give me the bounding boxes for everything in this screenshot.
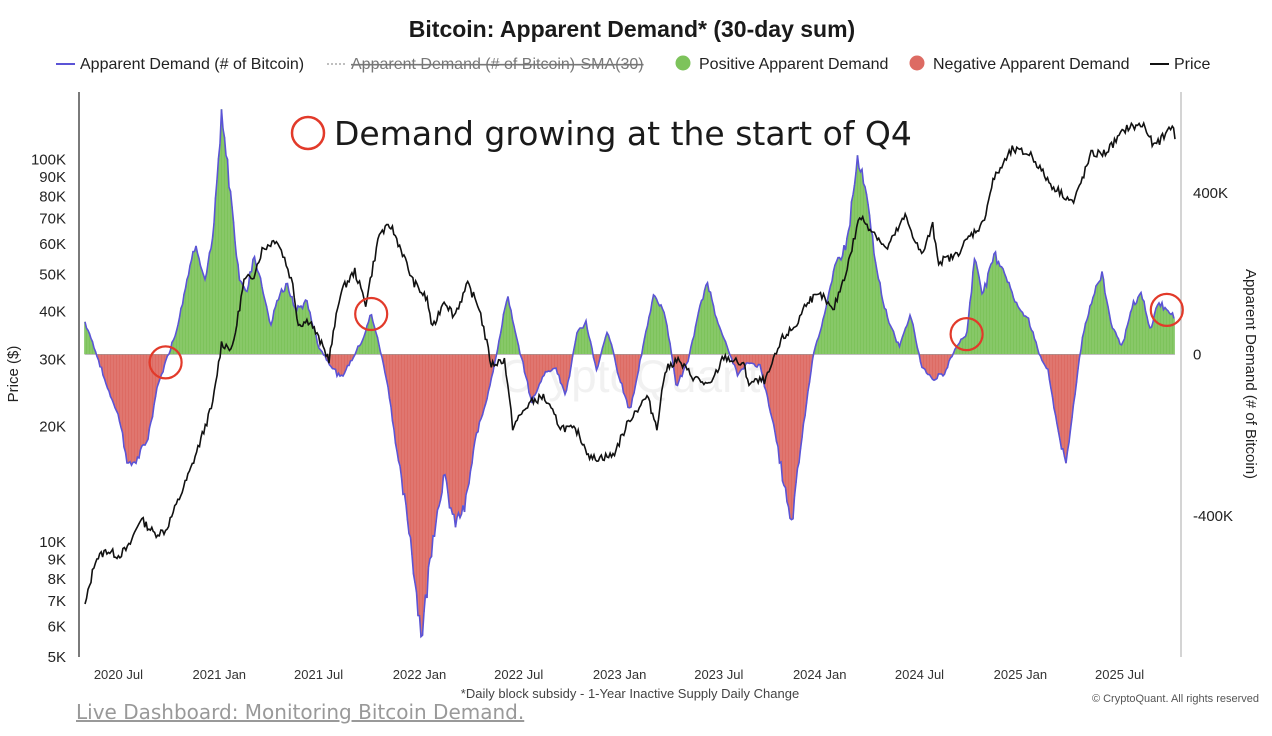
left-tick-label: 5K xyxy=(48,649,66,666)
annotation-circle-icon xyxy=(290,115,326,151)
x-tick-label: 2021 Jan xyxy=(193,667,247,682)
legend-dot-icon xyxy=(675,55,691,71)
copyright: © CryptoQuant. All rights reserved xyxy=(1092,693,1259,705)
x-tick-label: 2020 Jul xyxy=(94,667,143,682)
annotation-text: Demand growing at the start of Q4 xyxy=(334,114,912,153)
legend-label: Apparent Demand (# of Bitcoin)-SMA(30) xyxy=(351,56,644,73)
left-tick-label: 70K xyxy=(39,211,66,228)
x-tick-label: 2021 Jul xyxy=(294,667,343,682)
legend-label: Negative Apparent Demand xyxy=(933,56,1130,73)
legend-label: Apparent Demand (# of Bitcoin) xyxy=(80,56,304,73)
highlight-circle-icon xyxy=(949,317,984,352)
demand-area xyxy=(84,109,1175,637)
left-tick-label: 8K xyxy=(48,571,66,588)
x-tick-label: 2024 Jul xyxy=(895,667,944,682)
highlight-circle-icon xyxy=(354,296,389,332)
left-axis-title: Price ($) xyxy=(5,346,22,403)
legend-item-0[interactable]: Apparent Demand (# of Bitcoin) xyxy=(56,56,304,73)
right-tick-label: 400K xyxy=(1193,185,1228,202)
legend-dot-icon xyxy=(909,55,925,71)
x-ticks: 2020 Jul 2021 Jan 2021 Jul 2022 Jan 2022 Jul… xyxy=(94,667,1144,682)
legend-item-4[interactable]: Price xyxy=(1150,56,1211,73)
left-tick-label: 90K xyxy=(39,169,66,186)
x-tick-label: 2023 Jul xyxy=(694,667,743,682)
right-tick-label: -400K xyxy=(1193,508,1233,525)
chart-title: Bitcoin: Apparent Demand* (30-day sum) xyxy=(409,16,855,42)
legend-item-3[interactable]: Negative Apparent Demand xyxy=(909,55,1130,74)
left-tick-label: 100K xyxy=(31,151,66,168)
left-tick-label: 60K xyxy=(39,236,66,253)
demand-line xyxy=(84,109,1175,639)
price-line xyxy=(84,120,1176,605)
left-tick-label: 80K xyxy=(39,188,66,205)
x-tick-label: 2022 Jul xyxy=(494,667,543,682)
highlight-circle-icon xyxy=(148,345,183,380)
legend-item-1[interactable]: Apparent Demand (# of Bitcoin)-SMA(30) xyxy=(327,56,644,73)
left-tick-label: 30K xyxy=(39,351,66,368)
right-y-ticks: 400K 0 -400K xyxy=(1193,185,1233,525)
left-tick-label: 20K xyxy=(39,419,66,436)
x-tick-label: 2022 Jan xyxy=(393,667,447,682)
left-tick-label: 6K xyxy=(48,619,66,636)
footnote: *Daily block subsidy - 1-Year Inactive S… xyxy=(461,686,799,701)
highlight-circle-icon xyxy=(1149,292,1184,327)
legend: Apparent Demand (# of Bitcoin) Apparent D… xyxy=(56,55,1211,74)
legend-label: Price xyxy=(1174,56,1211,73)
right-tick-label: 0 xyxy=(1193,346,1201,363)
legend-label: Positive Apparent Demand xyxy=(699,56,888,73)
x-tick-label: 2025 Jan xyxy=(994,667,1048,682)
legend-item-2[interactable]: Positive Apparent Demand xyxy=(675,55,889,74)
left-tick-label: 7K xyxy=(48,593,66,610)
x-tick-label: 2025 Jul xyxy=(1095,667,1144,682)
left-tick-label: 50K xyxy=(39,267,66,284)
x-tick-label: 2024 Jan xyxy=(793,667,847,682)
left-tick-label: 10K xyxy=(39,534,66,551)
highlight-circles xyxy=(148,292,1184,380)
left-tick-label: 9K xyxy=(48,551,66,568)
left-tick-label: 40K xyxy=(39,304,66,321)
x-tick-label: 2023 Jan xyxy=(593,667,647,682)
dashboard-link[interactable]: Live Dashboard: Monitoring Bitcoin Deman… xyxy=(76,700,525,724)
right-axis-title: Apparent Demand (# of Bitcoin) xyxy=(1242,269,1259,479)
